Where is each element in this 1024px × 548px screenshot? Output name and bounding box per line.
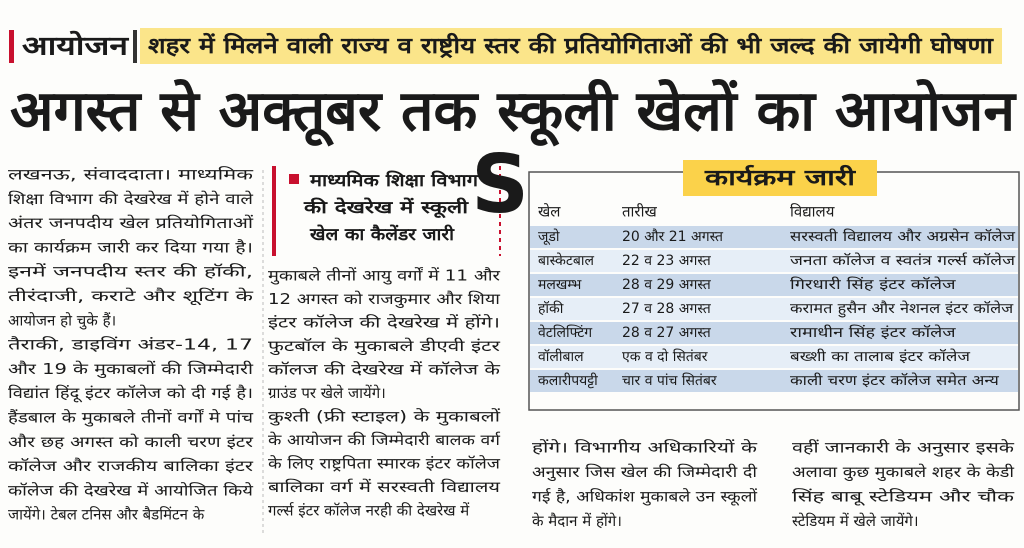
table-cell: 22 व 23 अगस्त <box>622 253 712 269</box>
body-line: होंगे। विभागीय अधिकारियों के <box>532 439 758 457</box>
body-line: कॉलेज की देखरेख में आयोजित किये <box>8 481 253 499</box>
sidebar-line: की देखरेख में स्कूली <box>303 197 469 219</box>
kicker-bar <box>9 30 14 63</box>
body-line: आयोजन हो चुके हैं। <box>8 311 116 330</box>
body-line: सिंह बाबू स्टेडियम और चौक <box>792 488 1015 507</box>
table-cell: करामत हुसैन और नेशनल इंटर कॉलेज <box>790 300 1014 318</box>
table-row-band <box>530 370 1018 392</box>
table-row-band <box>530 250 1018 272</box>
table-cell: जूडो <box>538 228 560 245</box>
body-line: तैराकी, डाइविंग अंडर-14, 17 <box>8 336 253 354</box>
table-title-box <box>683 160 877 196</box>
body-line: गर्ल्स इंटर कॉलेज नरही की देखरेख में <box>268 502 470 520</box>
table-row-band <box>530 346 1018 368</box>
sidebar-bullet <box>289 174 299 184</box>
table-cell: जनता कॉलेज व स्वतंत्र गर्ल्स कॉलेज <box>790 252 1016 269</box>
body-line: अंतर जनपदीय खेल प्रतियोगिताओं <box>8 214 254 232</box>
kicker: आयोजन <box>22 31 130 62</box>
subhead: शहर में मिलने वाली राज्य व राष्ट्रीय स्त… <box>148 32 995 59</box>
body-line: कॉलेज और राजकीय बालिका इंटर <box>8 457 254 475</box>
body-line: और छह अगस्त को काली चरण इंटर <box>8 433 254 451</box>
body-line: विद्यांत हिंदू इंटर कॉलेज को दी गई है। <box>8 384 253 403</box>
table-cell: गिरधारी सिंह इंटर कॉलेज <box>790 276 956 293</box>
headline: अगस्त से अक्तूबर तक स्कूली खेलों का आयोज… <box>10 78 1017 147</box>
table-cell: कलारीपयट्टी <box>538 372 598 389</box>
body-line: गई है, अधिकांश मुकाबले उन स्कूलों <box>532 488 758 507</box>
body-line: तीरंदाजी, कराटे और शूटिंग के <box>8 287 254 306</box>
body-line: फुटबॉल के मुकाबले डीएवी इंटर <box>268 337 501 356</box>
table-row-band <box>530 322 1018 344</box>
table-cell: 28 व 29 अगस्त <box>622 277 712 293</box>
table-cell: मलखम्भ <box>538 277 583 293</box>
sidebar-line: खेल का कैलेंडर जारी <box>309 224 455 245</box>
body-line: हैंडबाल के मुकाबले तीनों वर्गों मे पांच <box>8 409 254 428</box>
table-cell: वेटलिफ्टिंग <box>538 324 593 341</box>
body-line: अलावा कुछ मुकाबले शहर के केडी <box>792 463 1015 482</box>
body-line: शिक्षा विभाग की देखरेख में होने वाले <box>8 190 254 208</box>
body-line: कुश्ती (फ्री स्टाइल) के मुकाबलों <box>268 408 502 427</box>
body-line: के लिए राष्ट्रपिता स्मारक इंटर कॉलेज <box>268 455 501 473</box>
table-title: कार्यक्रम जारी <box>704 164 857 191</box>
body-line: मुकाबले तीनों आयु वर्गों में 11 और <box>268 267 501 286</box>
table-cell: काली चरण इंटर कॉलेज समेत अन्य <box>790 372 1000 389</box>
table-row-band <box>530 298 1018 320</box>
sidebar-bar <box>272 166 276 256</box>
body-line: स्टेडियम में खेले जायेंगे। <box>792 512 919 530</box>
table-cell: सरस्वती विद्यालय और अग्रसेन कॉलेज <box>790 228 1016 245</box>
table-header: खेल <box>538 203 561 221</box>
table-cell: बख्शी का तालाब इंटर कॉलेज <box>790 348 971 365</box>
table-cell: वॉलीबाल <box>538 348 584 365</box>
body-line: लखनऊ, संवाददाता। माध्यमिक <box>8 166 254 184</box>
sidebar-line: माध्यमिक शिक्षा विभाग <box>309 170 480 191</box>
table-cell: एक व दो सितंबर <box>622 348 708 365</box>
table-cell: रामाधीन सिंह इंटर कॉलेज <box>790 324 956 341</box>
kicker-divider <box>133 30 137 63</box>
table-cell: चार व पांच सितंबर <box>622 372 717 389</box>
body-line: के मैदान में होंगे। <box>532 512 622 530</box>
table-cell: बास्केटबाल <box>538 252 594 269</box>
table-cell: 28 व 27 अगस्त <box>622 325 712 341</box>
body-line: इनमें जनपदीय स्तर की हॉकी, <box>8 263 253 281</box>
body-line: अनुसार जिस खेल की जिम्मेदारी दी <box>532 463 758 482</box>
body-line: के आयोजन की जिम्मेदारी बालक वर्ग <box>268 431 501 449</box>
table-header: विद्यालय <box>790 203 835 221</box>
table-cell: हॉकी <box>538 300 564 317</box>
table-cell: 27 व 28 अगस्त <box>622 301 712 317</box>
body-line: जायेंगे। टेबल टनिस और बैडमिंटन के <box>8 506 205 524</box>
body-line: का कार्यक्रम जारी कर दिया गया है। <box>8 238 253 256</box>
table-cell: 20 और 21 अगस्त <box>622 228 724 245</box>
table-row-band <box>530 226 1018 248</box>
body-line: 12 अगस्त को राजकुमार और शिया <box>268 290 501 309</box>
body-line: बालिका वर्ग में सरस्वती विद्यालय <box>268 478 500 496</box>
watermark: S <box>471 138 529 231</box>
body-line: ग्राउंड पर खेले जायेंगे। <box>268 384 386 402</box>
body-line: कॉलज की देखरेख में कॉलेज के <box>268 361 501 379</box>
subhead-band <box>140 28 1002 64</box>
body-line: वहीं जानकारी के अनुसार इसके <box>792 439 1015 458</box>
table-row-band <box>530 274 1018 296</box>
body-line: इंटर कॉलेज की देखरेख में होंगे। <box>268 314 500 332</box>
body-line: और 19 के मुकाबलों की जिम्मेदारी <box>8 360 254 379</box>
table-header: तारीख <box>622 203 657 221</box>
